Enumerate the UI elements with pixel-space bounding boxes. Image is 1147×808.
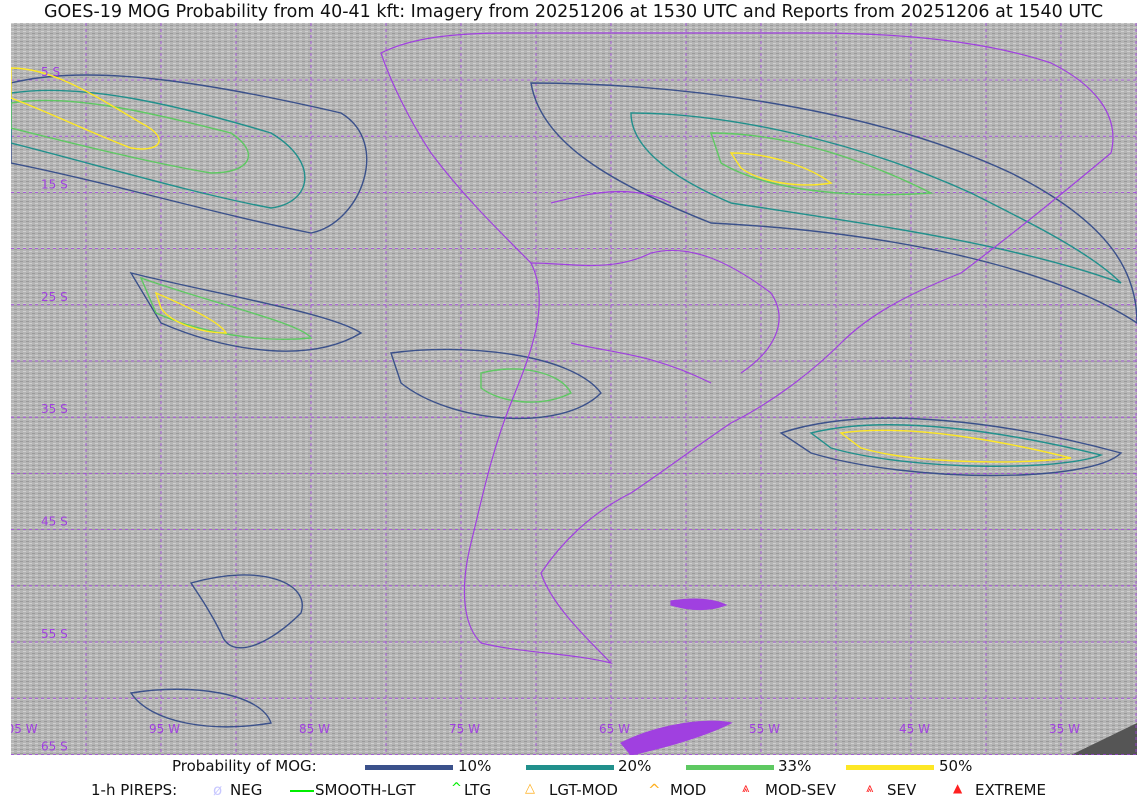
contour-33: [710, 132, 934, 196]
contour-50: [11, 67, 160, 150]
sev-icon: ⩓: [866, 781, 874, 796]
swatch-50: [846, 765, 934, 770]
legend-mod-label: MOD: [670, 781, 707, 799]
legend-smooth-lgt-label: SMOOTH-LGT: [315, 781, 416, 799]
longitude-label: 75 W: [449, 722, 480, 736]
latitude-label: 65 S: [41, 739, 68, 753]
latitude-label: 15 S: [41, 177, 68, 191]
legend-20-label: 20%: [618, 757, 652, 775]
latitude-label: 45 S: [41, 515, 68, 529]
latitude-label: 35 S: [41, 402, 68, 416]
legend-ltg-label: LTG: [464, 781, 492, 799]
latitude-label: 25 S: [41, 290, 68, 304]
internal-border: [570, 342, 712, 384]
longitude-labels: 105 W 95 W 85 W 75 W 65 W 55 W 45 W 35 W: [11, 722, 1080, 736]
contour-33: [11, 99, 250, 174]
longitude-label: 85 W: [299, 722, 330, 736]
mog-contours: [11, 67, 1137, 728]
contour-10: [129, 688, 272, 728]
legend-10-label: 10%: [458, 757, 492, 775]
contour-33: [480, 368, 572, 403]
contour-20: [11, 89, 306, 209]
legend-neg-label: NEG: [230, 781, 263, 799]
probability-legend-label: Probability of MOG:: [172, 757, 317, 775]
country-borders: [380, 32, 1114, 755]
antarctic-peninsula: [620, 720, 733, 755]
legend-mod-sev-label: MOD-SEV: [765, 781, 836, 799]
legend-33-label: 33%: [778, 757, 812, 775]
contour-10: [530, 82, 1137, 324]
falkland-islands: [670, 598, 728, 611]
longitude-label: 105 W: [11, 722, 38, 736]
contour-10: [11, 74, 368, 234]
contour-50: [154, 291, 228, 334]
internal-border: [530, 249, 780, 374]
mod-icon: ^: [648, 781, 661, 799]
longitude-label: 95 W: [149, 722, 180, 736]
longitude-label: 65 W: [599, 722, 630, 736]
imagery-background: [11, 23, 1137, 755]
chart-title: GOES-19 MOG Probability from 40-41 kft: …: [43, 2, 1104, 22]
legend-50-label: 50%: [939, 757, 973, 775]
pireps-legend-label: 1-h PIREPS:: [91, 781, 178, 799]
lgt-mod-icon: △: [525, 781, 535, 796]
contour-20: [630, 112, 1122, 284]
contour-50: [729, 152, 833, 186]
longitude-label: 45 W: [899, 722, 930, 736]
longitude-label: 35 W: [1049, 722, 1080, 736]
mod-sev-icon: ⩓: [742, 781, 750, 796]
contour-50: [839, 429, 1072, 463]
ltg-icon: ^: [451, 781, 462, 796]
latitude-labels: 5 S 15 S 25 S 35 S 45 S 55 S 65 S: [41, 65, 68, 753]
contour-10: [390, 348, 602, 420]
no-data-corner: [1071, 723, 1137, 755]
swatch-20: [526, 765, 614, 770]
neg-icon: ø: [213, 781, 223, 799]
internal-border: [550, 190, 672, 204]
legend-sev-label: SEV: [887, 781, 917, 799]
contour-10: [189, 574, 303, 649]
smooth-lgt-icon: [290, 790, 314, 792]
satellite-map[interactable]: 5 S 15 S 25 S 35 S 45 S 55 S 65 S 105 W 95 W 85 …: [11, 23, 1137, 755]
legend-lgt-mod-label: LGT-MOD: [549, 781, 618, 799]
south-america-coastline: [380, 32, 1114, 665]
swatch-33: [686, 765, 774, 770]
longitude-label: 55 W: [749, 722, 780, 736]
contour-10: [129, 271, 363, 352]
legend-extreme-label: EXTREME: [975, 781, 1046, 799]
latitude-label: 5 S: [41, 65, 60, 79]
contour-33: [139, 276, 313, 340]
contour-20: [809, 424, 1104, 467]
extreme-icon: ▲: [953, 781, 963, 795]
contour-10: [779, 417, 1123, 477]
swatch-10: [365, 765, 453, 770]
latitude-label: 55 S: [41, 627, 68, 641]
